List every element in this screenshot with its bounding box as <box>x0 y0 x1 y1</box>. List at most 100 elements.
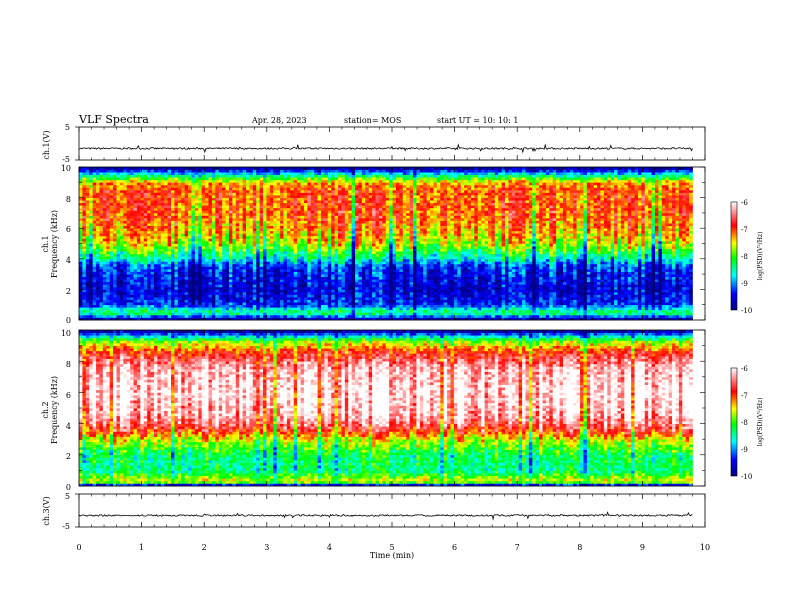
ch1-spec-cell <box>92 276 97 280</box>
ch1-spec-cell <box>181 279 186 283</box>
ch1-spec-cell <box>150 304 155 308</box>
ch1-spec-cell <box>167 256 172 260</box>
ch1-spec-cell <box>382 312 387 316</box>
ch1-spec-cell <box>580 294 584 298</box>
ch1-spec-cell <box>375 256 380 260</box>
ch1-spec-cell <box>573 284 577 288</box>
ch1-spec-cell <box>385 251 390 255</box>
ch1-spec-cell <box>358 266 363 270</box>
ch1-spec-cell <box>191 289 196 293</box>
ch1-spec-cell <box>160 258 165 262</box>
ch1-spec-cell <box>498 286 502 290</box>
ch1-spec-cell <box>222 317 226 321</box>
ch1-spec-cell <box>402 258 407 262</box>
ch1-spec-cell <box>665 312 669 316</box>
ch1-spec-cell <box>123 309 128 313</box>
ch1-spec-cell <box>211 274 216 277</box>
ch1-spec-cell <box>208 291 213 295</box>
ch1-spec-cell <box>361 317 366 321</box>
ch1-spec-cell <box>171 297 175 300</box>
ch1-spec-cell <box>484 256 489 260</box>
ch1-spec-cell <box>99 263 104 267</box>
ch1-spec-cell <box>378 261 383 265</box>
ch1-spec-cell <box>487 297 492 300</box>
ch1-spec-cell <box>430 317 434 321</box>
ch1-spec-cell <box>303 314 308 318</box>
ch1-spec-cell <box>586 263 591 267</box>
ch1-spec-cell <box>351 263 356 267</box>
ch1-spec-cell <box>576 271 581 275</box>
ch1-spec-cell <box>682 279 687 283</box>
ch1-spec-cell <box>344 266 349 270</box>
ch1-spec-cell <box>382 274 387 277</box>
ch1-spec-cell <box>457 276 462 280</box>
ch1-spec-cell <box>228 258 233 262</box>
ch1-spec-cell <box>153 289 158 293</box>
ch1-spec-cell <box>470 309 475 313</box>
ch1-spec-cell <box>392 253 397 257</box>
ch1-spec-cell <box>92 302 97 306</box>
ch1-spec-cell <box>368 314 373 318</box>
ch1-spec-cell <box>395 309 400 313</box>
ch1-spec-cell <box>685 289 690 293</box>
ch1-spec-cell <box>474 314 479 318</box>
ch1-spec-cell <box>92 269 97 272</box>
ch1-spec-cell <box>440 258 445 262</box>
ch1-spec-cell <box>307 281 312 285</box>
ch1-spec-cell <box>385 291 390 295</box>
ch1-spec-cell <box>413 251 417 255</box>
ch1-spec-cell <box>419 251 424 255</box>
ch1-spec-cell <box>171 294 175 298</box>
ch1-spec-cell <box>658 289 663 293</box>
ch1-spec-cell <box>590 251 594 255</box>
ch1-spec-cell <box>355 284 359 288</box>
ch1-spec-cell <box>205 284 209 288</box>
ch1-spec-cell <box>413 274 417 277</box>
ch1-spec-cell <box>215 289 220 293</box>
ch1-spec-cell <box>614 263 618 267</box>
ch1-spec-cell <box>511 314 516 318</box>
ch1-spec-cell <box>498 291 502 295</box>
ch1-spec-cell <box>484 258 489 262</box>
ch1-spec-cell <box>153 256 158 260</box>
ch1-spec-cell <box>419 274 424 277</box>
ch1-spec-cell <box>501 276 506 280</box>
ch1-spec-cell <box>501 251 506 255</box>
ch1-spec-cell <box>634 294 639 298</box>
ch1-spec-cell <box>498 314 502 318</box>
ch1-spec-cell <box>263 294 267 298</box>
ch1-spec-cell <box>682 261 687 265</box>
ch1-spec-cell <box>672 294 676 298</box>
ch1-spec-cell <box>82 289 87 293</box>
ch1-spec-cell <box>562 297 567 300</box>
ch1-spec-cell <box>494 294 499 298</box>
ch1-spec-cell <box>225 289 230 293</box>
ch1-spec-cell <box>113 286 117 290</box>
ch1-spec-cell <box>617 307 622 311</box>
ch1-spec-cell <box>338 276 342 280</box>
ch1-spec-cell <box>116 299 121 303</box>
ch1-spec-cell <box>252 271 257 275</box>
ch1-spec-cell <box>164 314 168 318</box>
ch1-spec-cell <box>648 309 652 313</box>
ch1-spec-cell <box>171 271 175 275</box>
ch1-spec-cell <box>627 263 632 267</box>
ch1-spec-cell <box>607 309 612 313</box>
ch1-spec-cell <box>140 304 145 308</box>
ch1-spec-cell <box>174 284 179 288</box>
ch1-spec-cell <box>668 261 673 265</box>
ch1-spec-cell <box>395 274 400 277</box>
ch1-spec-cell <box>542 261 547 265</box>
ch1-spec-cell <box>276 281 281 285</box>
ch1-spec-cell <box>600 289 605 293</box>
ch1-spec-cell <box>556 299 560 303</box>
ch1-spec-cell <box>174 289 179 293</box>
ch1-spec-cell <box>549 261 554 265</box>
ch1-spec-cell <box>293 309 298 313</box>
ch1-spec-cell <box>147 248 151 252</box>
ch1-spec-cell <box>171 304 175 308</box>
ch1-spec-cell <box>566 281 571 285</box>
ch1-spec-cell <box>491 279 496 283</box>
ch1-spec-cell <box>450 258 455 262</box>
ch1-spec-cell <box>113 312 117 316</box>
